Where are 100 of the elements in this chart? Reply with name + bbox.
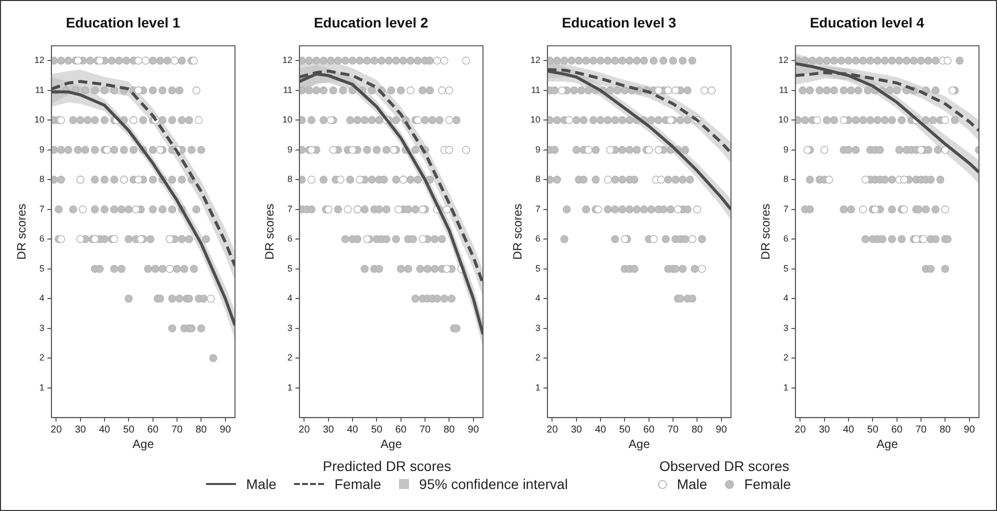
- x-tick-label: 70: [171, 424, 184, 436]
- x-tick-label: 70: [667, 424, 680, 436]
- point: [941, 146, 950, 154]
- point: [671, 86, 680, 94]
- point: [825, 176, 834, 184]
- x-tick-label: 40: [842, 424, 855, 436]
- y-tick-label: 4: [39, 293, 44, 304]
- x-axis-title: Age: [380, 437, 402, 452]
- y-tick-label: 6: [783, 234, 788, 244]
- point: [840, 116, 848, 124]
- legend-label: Female: [334, 476, 382, 492]
- legend-label: Female: [744, 476, 791, 492]
- point: [348, 146, 357, 154]
- point: [134, 176, 142, 184]
- point: [674, 205, 682, 214]
- legend-label: Male: [246, 476, 276, 492]
- point: [96, 56, 104, 65]
- x-tick-label: 80: [940, 424, 952, 436]
- y-tick-label: 7: [39, 204, 44, 214]
- x-axis-title: Age: [132, 437, 154, 452]
- point: [418, 205, 427, 214]
- x-tick-label: 30: [570, 424, 582, 436]
- y-tick-label: 2: [287, 352, 292, 363]
- point: [594, 205, 602, 214]
- x-tick-label: 20: [298, 424, 310, 436]
- y-axis-title: DR scores: [262, 204, 277, 260]
- x-tick-label: 80: [692, 424, 704, 436]
- point: [390, 146, 398, 154]
- x-tick-label: 80: [444, 424, 456, 436]
- y-tick-label: 12: [282, 55, 292, 66]
- y-tick-label: 7: [783, 204, 788, 214]
- point: [861, 176, 870, 184]
- point: [134, 56, 142, 65]
- point: [394, 205, 402, 214]
- x-axis-title: Age: [876, 437, 898, 452]
- x-tick-label: 40: [346, 424, 359, 436]
- y-tick-label: 8: [535, 174, 540, 184]
- y-tick-label: 5: [783, 263, 788, 274]
- y-tick-label: 7: [287, 204, 292, 214]
- y-tick-label: 6: [287, 234, 292, 244]
- point: [418, 235, 427, 244]
- point: [859, 205, 868, 214]
- point: [356, 176, 364, 184]
- x-tick-label: 50: [123, 424, 135, 436]
- point: [941, 116, 950, 124]
- y-tick-label: 3: [783, 322, 788, 333]
- point: [462, 56, 470, 65]
- x-tick-label: 70: [915, 424, 928, 436]
- y-tick-label: 1: [535, 382, 540, 392]
- y-tick-label: 12: [34, 55, 44, 66]
- y-tick-label: 9: [783, 144, 788, 154]
- point: [813, 116, 822, 124]
- y-tick-label: 3: [535, 322, 540, 333]
- y-tick-label: 8: [287, 174, 292, 184]
- point: [134, 86, 142, 94]
- y-tick-label: 11: [531, 84, 540, 95]
- point: [336, 176, 344, 184]
- point: [900, 176, 908, 184]
- x-tick-label: 90: [220, 424, 232, 436]
- y-tick-label: 5: [39, 263, 44, 274]
- y-tick-label: 3: [287, 322, 292, 333]
- point: [941, 205, 950, 214]
- point: [650, 235, 658, 244]
- x-tick-label: 60: [891, 424, 903, 436]
- point: [344, 205, 352, 214]
- y-tick-label: 12: [530, 55, 540, 66]
- point: [654, 146, 663, 154]
- x-tick-label: 90: [964, 424, 976, 436]
- chart-title: Education level 3: [562, 14, 676, 30]
- x-tick-label: 30: [322, 424, 334, 436]
- point: [440, 56, 448, 65]
- x-tick-label: 90: [468, 424, 480, 436]
- y-tick-label: 4: [287, 293, 292, 304]
- x-tick-label: 50: [867, 424, 879, 436]
- x-tick-label: 60: [395, 424, 407, 436]
- chart-title: Education level 4: [810, 14, 924, 30]
- x-axis-title: Age: [628, 437, 650, 452]
- point: [57, 116, 66, 124]
- point: [871, 205, 880, 214]
- y-tick-label: 3: [39, 322, 44, 333]
- point: [644, 146, 653, 154]
- y-tick-label: 1: [783, 382, 788, 392]
- point: [445, 86, 454, 94]
- point: [666, 116, 675, 124]
- point: [604, 176, 612, 184]
- x-tick-label: 20: [546, 424, 558, 436]
- x-tick-label: 20: [50, 424, 62, 436]
- point: [406, 86, 415, 94]
- y-tick-label: 1: [39, 382, 44, 392]
- point: [656, 176, 665, 184]
- y-tick-label: 5: [287, 263, 292, 274]
- y-tick-label: 10: [778, 114, 788, 125]
- y-axis-title: DR scores: [758, 204, 773, 260]
- y-tick-label: 6: [535, 234, 540, 244]
- x-tick-label: 50: [619, 424, 631, 436]
- y-tick-label: 10: [34, 114, 44, 125]
- y-tick-label: 2: [535, 352, 540, 363]
- point: [78, 205, 87, 214]
- point: [414, 116, 422, 124]
- x-tick-label: 60: [147, 424, 159, 436]
